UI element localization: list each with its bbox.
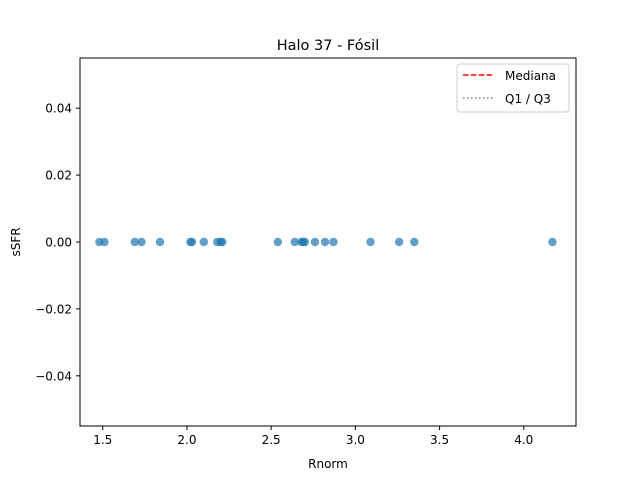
data-point (273, 237, 283, 247)
x-axis: 1.5 2.0 2.5 3.0 3.5 4.0 (93, 426, 533, 447)
legend-label-mediana: Mediana (505, 69, 556, 83)
data-point (310, 237, 320, 247)
x-tick-label: 2.5 (262, 433, 281, 447)
data-point (320, 237, 330, 247)
x-tick-label: 2.0 (177, 433, 196, 447)
data-point (366, 237, 375, 247)
y-axis-label: sSFR (9, 227, 23, 256)
data-point (329, 237, 338, 247)
data-point (290, 237, 299, 247)
legend-label-quartiles: Q1 / Q3 (505, 92, 551, 106)
data-point (300, 237, 310, 247)
y-tick-label: −0.04 (35, 369, 72, 383)
y-tick-label: −0.02 (35, 302, 72, 316)
data-point (100, 237, 109, 247)
x-tick-label: 4.0 (514, 433, 533, 447)
y-tick-label: 0.04 (45, 102, 72, 116)
y-tick-label: 0.02 (45, 169, 72, 183)
data-point (199, 237, 208, 247)
y-axis: −0.04 −0.02 0.00 0.02 0.04 (35, 102, 80, 383)
legend-box (456, 63, 570, 113)
chart-title: Halo 37 - Fósil (277, 38, 380, 54)
data-point (218, 237, 227, 247)
data-point (548, 237, 557, 247)
data-point (187, 237, 197, 247)
x-tick-label: 1.5 (93, 433, 112, 447)
data-point (155, 237, 165, 247)
data-point (394, 237, 404, 247)
data-point (410, 237, 419, 247)
data-point (130, 237, 139, 247)
x-tick-label: 3.0 (346, 433, 365, 447)
x-tick-label: 3.5 (430, 433, 449, 447)
x-axis-label: Rnorm (308, 457, 348, 471)
data-point (137, 237, 146, 247)
points-layer (95, 237, 557, 247)
y-tick-label: 0.00 (45, 236, 72, 250)
legend: Mediana Q1 / Q3 (456, 63, 570, 113)
